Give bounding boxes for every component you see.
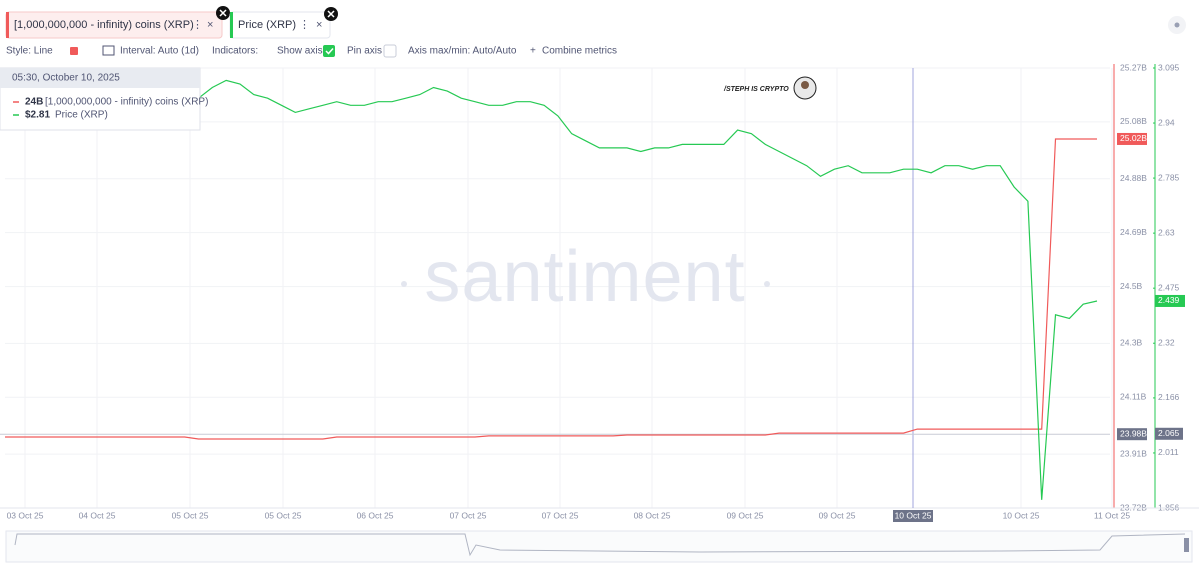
plot-area: 25.27B 25.08B 24.88B 24.69B 24.5B 24.3B 24.11B… (0, 62, 1199, 522)
x-tick-label: 07 Oct 25 (542, 510, 579, 520)
tab-marker (230, 12, 233, 38)
x-tick-label: 05 Oct 25 (172, 510, 209, 520)
x-tick-label: 08 Oct 25 (634, 510, 671, 520)
navigator-handle[interactable] (1184, 538, 1189, 552)
watermark: santiment (424, 237, 745, 317)
value-badge (1155, 294, 1185, 307)
value-badge (1117, 132, 1147, 145)
pin-axis-checkbox[interactable] (383, 44, 397, 58)
y-tick-label: 24.11B (1120, 392, 1147, 402)
x-tick-label: 04 Oct 25 (79, 510, 116, 520)
axis-minmax-select[interactable]: Axis max/min: Auto/Auto (408, 46, 517, 57)
tooltip-time: 05:30, October 10, 2025 (12, 73, 120, 84)
y-tick-label: 24.88B (1120, 173, 1147, 183)
crosshair-badge (1117, 428, 1147, 441)
y2-tick-label: 2.785 (1158, 172, 1180, 182)
crosshair-badge (1155, 427, 1183, 440)
crosshair-x-label: 10 Oct 25 (895, 510, 932, 520)
y2-tick-label: 2.32 (1158, 337, 1175, 347)
navigator[interactable] (5, 530, 1193, 563)
x-tick-label: 10 Oct 25 (1003, 510, 1040, 520)
y2-tick-label: 2.166 (1158, 392, 1180, 402)
show-axis-checkbox[interactable] (323, 45, 335, 57)
y2-tick-label: 2.011 (1158, 447, 1179, 457)
x-tick-label: 11 Oct 25 (1094, 510, 1130, 520)
style-select[interactable]: Style: Line (6, 46, 53, 57)
tooltip-value: $2.81 (25, 110, 50, 121)
crosshair-y2-label: 2.065 (1158, 428, 1180, 438)
y-tick-label: 24.5B (1120, 281, 1143, 291)
tab-label: Price (XRP) (238, 19, 296, 31)
watermark-dot (764, 281, 770, 287)
indicators-select[interactable]: Indicators: (212, 46, 258, 57)
y2-tick-label: 3.095 (1158, 62, 1180, 72)
crosshair-y-label: 23.98B (1120, 428, 1147, 438)
combine-metrics[interactable]: Combine metrics (542, 46, 617, 57)
x-tick-label: 09 Oct 25 (727, 510, 764, 520)
interval-select[interactable]: Interval: Auto (1d) (120, 46, 199, 57)
y2-tick-label: 2.63 (1158, 227, 1175, 237)
y-tick-label: 24.69B (1120, 227, 1147, 237)
plus-icon: + (530, 46, 536, 57)
watermark-dot (401, 281, 407, 287)
close-icon (327, 10, 335, 18)
crosshair-badge (893, 510, 933, 522)
tab-marker (6, 12, 9, 38)
y-tick-label: 24.3B (1120, 338, 1143, 348)
tab-remove[interactable]: × (316, 19, 322, 31)
tab-remove[interactable]: × (207, 19, 213, 31)
x-tick-label: 05 Oct 25 (265, 510, 302, 520)
y2-tick-label: 2.94 (1158, 117, 1175, 127)
color-picker[interactable] (70, 47, 78, 55)
pin-axis-label: Pin axis (347, 46, 382, 57)
x-tick-label: 03 Oct 25 (7, 510, 44, 520)
tab-menu[interactable]: ⋮ (192, 19, 203, 31)
tooltip-metric: [1,000,000,000 - infinity) coins (XRP) (45, 97, 208, 108)
avatar-face (801, 81, 809, 89)
y2-tick-label: 2.475 (1158, 282, 1180, 292)
close-icon (219, 9, 227, 17)
value-badge-label: 2.439 (1158, 295, 1180, 305)
settings-icon (1174, 22, 1180, 28)
check-icon (325, 47, 334, 55)
y-tick-label: 25.08B (1120, 116, 1147, 126)
x-tick-label: 09 Oct 25 (819, 510, 856, 520)
tab-label: [1,000,000,000 - infinity) coins (XRP) (14, 19, 194, 31)
tab-menu[interactable]: ⋮ (299, 19, 310, 31)
tooltip-header (0, 68, 200, 88)
navigator-line (14, 533, 1186, 557)
y-tick-label: 25.27B (1120, 62, 1147, 72)
series-line (5, 138, 1097, 440)
show-axis-label: Show axis (277, 46, 323, 57)
value-badge-label: 25.02B (1120, 133, 1147, 143)
y2-tick-label: 1.856 (1158, 502, 1180, 512)
tooltip-metric: Price (XRP) (55, 110, 108, 121)
y-tick-label: 23.91B (1120, 448, 1147, 458)
y-tick-label: 23.72B (1120, 502, 1147, 512)
signature: /STEPH IS CRYPTO (723, 86, 789, 93)
x-tick-label: 07 Oct 25 (450, 510, 487, 520)
interval-icon (102, 45, 115, 56)
tooltip-value: 24B (25, 97, 43, 108)
x-tick-label: 06 Oct 25 (357, 510, 394, 520)
